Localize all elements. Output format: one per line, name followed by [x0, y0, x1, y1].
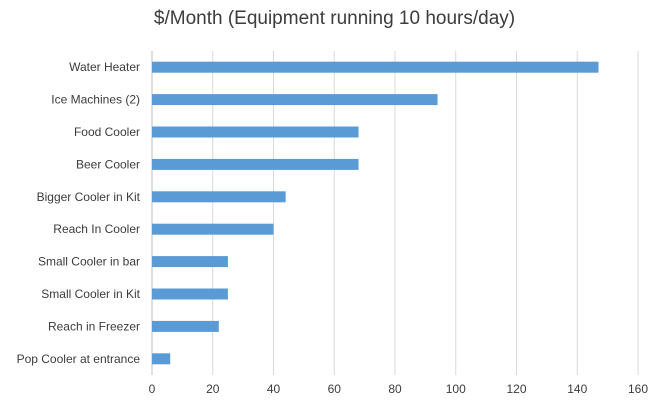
bar-8	[152, 320, 219, 332]
category-label-4: Bigger Cooler in Kit	[37, 190, 141, 204]
x-tick-label-160: 160	[628, 382, 648, 396]
category-label-2: Food Cooler	[74, 125, 140, 139]
x-tick-label-80: 80	[388, 382, 402, 396]
bar-0	[152, 61, 599, 73]
category-label-0: Water Heater	[69, 60, 140, 74]
category-label-6: Small Cooler in bar	[38, 255, 140, 269]
x-tick-label-120: 120	[506, 382, 526, 396]
category-label-7: Small Cooler in Kit	[41, 287, 140, 301]
x-tick-label-20: 20	[206, 382, 220, 396]
bar-9	[152, 353, 171, 365]
x-tick-label-40: 40	[267, 382, 281, 396]
category-label-3: Beer Cooler	[76, 157, 140, 171]
bar-4	[152, 191, 286, 203]
bar-5	[152, 223, 274, 235]
category-label-8: Reach in Freezer	[48, 319, 140, 333]
x-tick-label-60: 60	[328, 382, 342, 396]
category-label-5: Reach In Cooler	[53, 222, 140, 236]
bar-7	[152, 288, 228, 300]
bar-6	[152, 256, 228, 268]
x-tick-label-0: 0	[149, 382, 156, 396]
bar-2	[152, 126, 359, 138]
bar-3	[152, 158, 359, 170]
bar-1	[152, 94, 438, 106]
chart-title: $/Month (Equipment running 10 hours/day)	[153, 8, 516, 29]
category-label-9: Pop Cooler at entrance	[17, 352, 141, 366]
x-tick-label-140: 140	[567, 382, 587, 396]
category-label-1: Ice Machines (2)	[51, 93, 140, 107]
x-tick-label-100: 100	[446, 382, 466, 396]
